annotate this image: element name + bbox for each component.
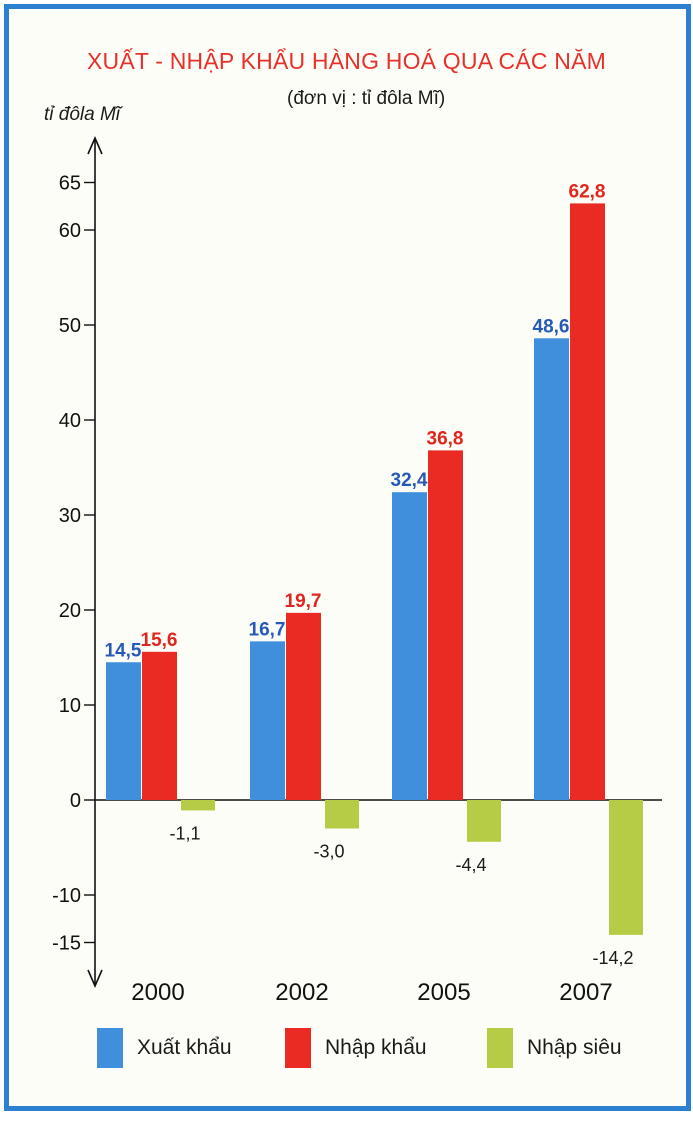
bar-xuat-khau-2005	[392, 492, 427, 800]
y-tick-label-60: 60	[59, 220, 81, 242]
x-category-label-2000: 2000	[131, 979, 184, 1006]
chart-title: XUẤT - NHẬP KHẨU HÀNG HOÁ QUA CÁC NĂM	[86, 48, 607, 74]
bar-xuat-khau-2007	[534, 338, 569, 800]
y-tick-label-50: 50	[59, 315, 81, 337]
x-category-label-2007: 2007	[559, 979, 612, 1006]
data-label-xuat-khau-2007: 48,6	[533, 316, 570, 337]
data-label-xuat-khau-2000: 14,5	[105, 640, 142, 661]
data-label-nhap-sieu-2007: -14,2	[592, 948, 633, 968]
bar-xuat-khau-2000	[106, 662, 141, 800]
legend-label-xuat-khau: Xuất khẩu	[137, 1036, 232, 1059]
data-label-nhap-khau-2007: 62,8	[569, 181, 606, 202]
y-tick-label-65: 65	[59, 173, 81, 195]
legend-swatch-nhap-khau	[285, 1028, 311, 1068]
legend-label-nhap-sieu: Nhập siêu	[527, 1036, 622, 1059]
y-tick-label--15: -15	[52, 933, 81, 955]
bar-nhap-khau-2005	[428, 450, 463, 800]
bar-xuat-khau-2002	[250, 641, 285, 800]
bar-nhap-sieu-2005	[467, 800, 501, 842]
data-label-nhap-sieu-2002: -3,0	[313, 842, 344, 862]
legend-label-nhap-khau: Nhập khẩu	[325, 1036, 427, 1059]
y-tick-label--10: -10	[52, 885, 81, 907]
data-label-nhap-sieu-2005: -4,4	[455, 855, 486, 875]
legend-swatch-nhap-sieu	[487, 1028, 513, 1068]
x-category-label-2005: 2005	[417, 979, 470, 1006]
y-axis-arrow-down	[87, 969, 103, 988]
bar-nhap-khau-2007	[570, 203, 605, 800]
y-tick-label-0: 0	[70, 790, 81, 812]
bar-nhap-khau-2002	[286, 612, 321, 800]
y-tick-label-30: 30	[59, 505, 81, 527]
y-tick-label-10: 10	[59, 695, 81, 717]
legend-item-nhap-khau: Nhập khẩu	[285, 1028, 427, 1068]
bar-nhap-sieu-2007	[609, 800, 643, 935]
bar-nhap-khau-2000	[142, 651, 177, 800]
x-category-label-2002: 2002	[275, 979, 328, 1006]
data-label-xuat-khau-2002: 16,7	[249, 619, 286, 640]
y-axis-label: tỉ đôla Mĩ	[44, 104, 121, 125]
legend-item-nhap-sieu: Nhập siêu	[487, 1028, 622, 1068]
data-label-nhap-khau-2005: 36,8	[427, 428, 464, 449]
y-tick-label-40: 40	[59, 410, 81, 432]
data-label-nhap-sieu-2000: -1,1	[169, 823, 200, 843]
data-label-xuat-khau-2005: 32,4	[391, 470, 428, 491]
data-label-nhap-khau-2002: 19,7	[285, 591, 322, 612]
legend-item-xuat-khau: Xuất khẩu	[97, 1028, 232, 1068]
bar-nhap-sieu-2000	[181, 800, 215, 811]
data-label-nhap-khau-2000: 15,6	[141, 630, 178, 651]
bar-nhap-sieu-2002	[325, 800, 359, 829]
y-axis-arrow-up	[87, 136, 103, 155]
y-tick-label-20: 20	[59, 600, 81, 622]
legend: Xuất khẩu Nhập khẩu Nhập siêu	[0, 1028, 693, 1078]
chart-subtitle: (đơn vị : tỉ đôla Mĩ)	[287, 88, 446, 109]
legend-swatch-xuat-khau	[97, 1028, 123, 1068]
